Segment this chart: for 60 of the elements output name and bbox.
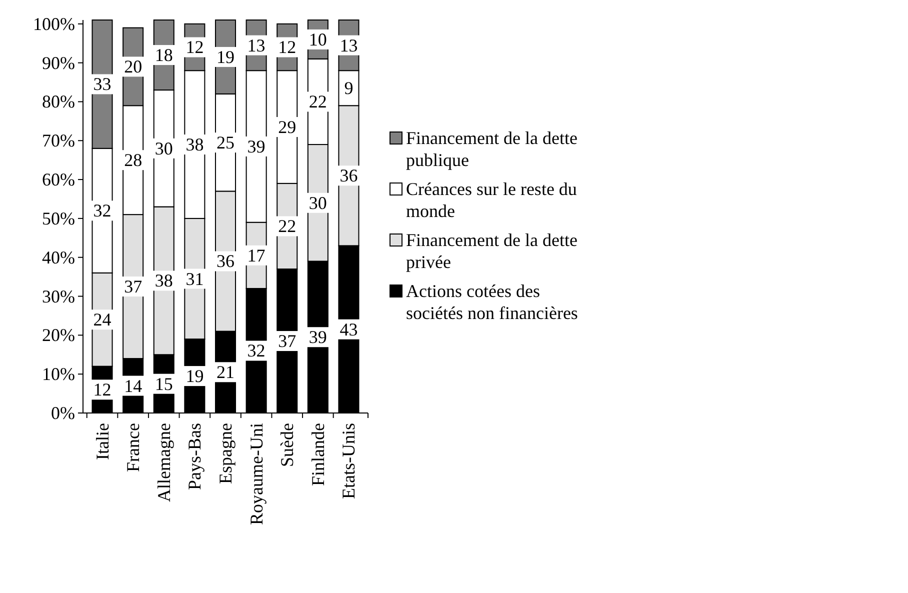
y-tick-label: 30%	[42, 286, 75, 306]
data-label: 9	[344, 78, 354, 98]
data-label: 29	[278, 117, 296, 138]
data-label: 12	[93, 380, 112, 400]
legend-label: Financement de la dette privée	[406, 230, 578, 272]
data-label: 37	[124, 276, 142, 297]
data-label: 20	[124, 56, 142, 77]
y-tick-label: 100%	[33, 14, 75, 34]
data-label: 32	[93, 200, 112, 221]
data-label: 22	[308, 92, 327, 112]
data-label: 19	[186, 366, 204, 386]
legend-label: Actions cotées des sociétés non financières	[406, 281, 578, 323]
data-label: 18	[154, 45, 173, 66]
data-label: 32	[247, 340, 266, 361]
data-label: 38	[186, 134, 204, 155]
y-tick-label: 10%	[42, 364, 75, 384]
data-label: 43	[340, 319, 358, 340]
data-label: 37	[278, 331, 296, 352]
x-tick-label: Royaume-Uni	[246, 423, 266, 525]
y-tick-label: 0%	[51, 403, 75, 423]
x-tick-label: France	[123, 423, 144, 472]
x-tick-label: Allemagne	[154, 423, 174, 502]
data-label: 15	[154, 374, 173, 394]
data-label: 36	[340, 166, 358, 186]
x-tick-label: Italie	[92, 423, 112, 460]
data-label: 14	[124, 376, 142, 396]
y-tick-label: 20%	[42, 325, 75, 346]
y-tick-label: 60%	[42, 170, 75, 190]
data-label: 39	[247, 136, 266, 156]
y-tick-label: 70%	[42, 130, 75, 151]
data-label: 39	[308, 327, 327, 348]
data-label: 30	[308, 192, 327, 213]
data-label: 33	[93, 74, 112, 94]
data-label: 13	[340, 35, 358, 56]
y-tick-label: 50%	[42, 208, 75, 228]
data-label: 10	[308, 29, 327, 50]
legend-label: Créances sur le reste du monde	[406, 179, 577, 221]
data-label: 31	[186, 268, 204, 289]
x-tick-label: Etats-Unis	[338, 423, 359, 499]
data-label: 25	[216, 132, 234, 153]
data-label: 22	[278, 216, 296, 236]
data-label: 17	[247, 245, 266, 266]
x-tick-label: Finlande	[308, 423, 328, 486]
data-label: 30	[154, 138, 173, 158]
y-tick-label: 90%	[42, 52, 75, 73]
x-tick-label: Espagne	[216, 422, 236, 484]
data-label: 28	[124, 150, 142, 170]
data-label: 21	[216, 362, 234, 382]
data-label: 12	[278, 37, 296, 58]
data-label: 24	[93, 310, 112, 330]
data-label: 38	[154, 270, 173, 291]
data-label: 19	[216, 46, 234, 67]
x-tick-label: Suède	[277, 423, 298, 467]
x-tick-label: Pays-Bas	[184, 423, 205, 490]
y-tick-label: 80%	[42, 92, 75, 112]
data-label: 12	[186, 37, 204, 58]
legend-label: Financement de la dette publique	[406, 128, 578, 170]
y-tick-label: 40%	[42, 247, 75, 268]
data-label: 13	[247, 35, 266, 56]
data-label: 36	[216, 251, 234, 272]
